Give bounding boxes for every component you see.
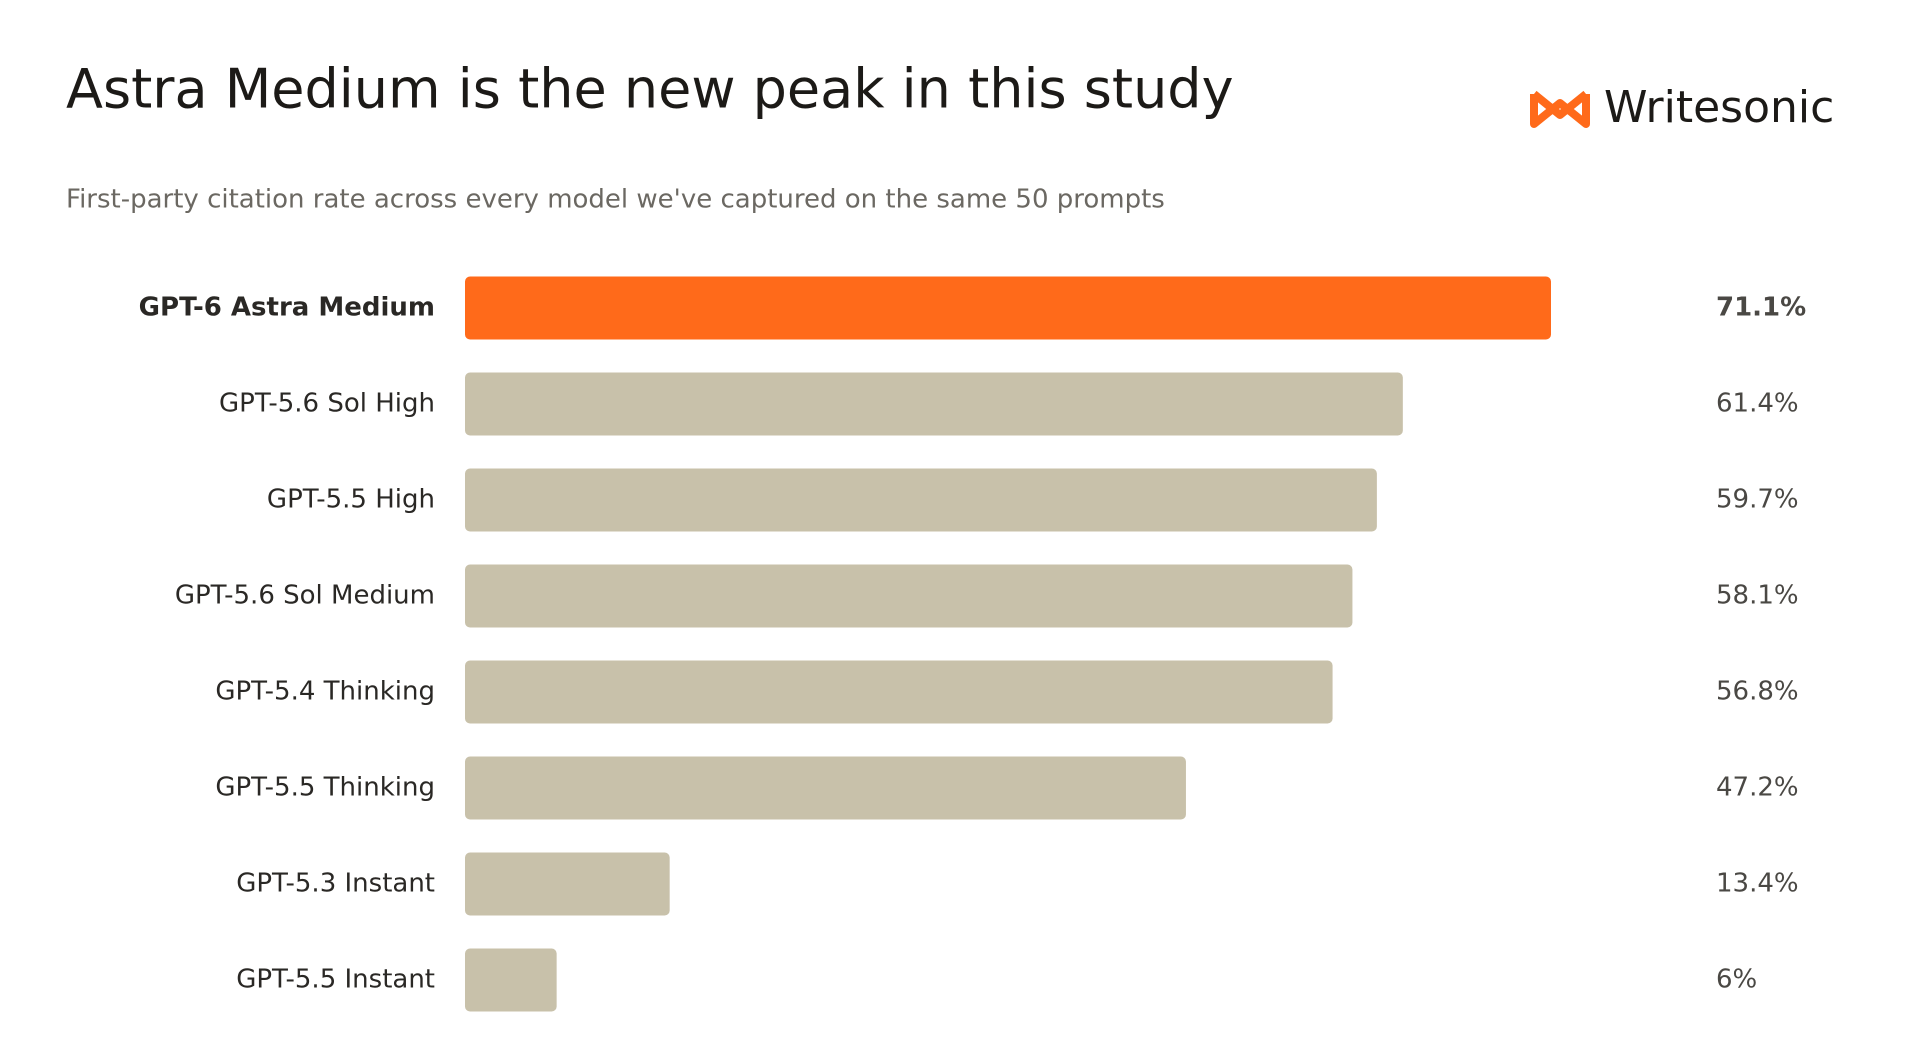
bar (465, 372, 1403, 436)
category-label: GPT-5.3 Instant (236, 869, 435, 899)
brand-logo (1530, 94, 1590, 128)
value-label: 47.2% (1716, 773, 1799, 803)
chart-title: Astra Medium is the new peak in this stu… (66, 58, 1234, 121)
brand-logo-mark (1531, 90, 1589, 119)
bar (465, 276, 1551, 340)
category-label: GPT-5.6 Sol High (219, 389, 435, 419)
value-label: 58.1% (1716, 581, 1799, 611)
chart-subtitle: First-party citation rate across every m… (66, 185, 1165, 215)
brand-name: Writesonic (1604, 82, 1834, 133)
value-label: 6% (1716, 965, 1757, 995)
value-label: 59.7% (1716, 485, 1799, 515)
value-label: 56.8% (1716, 677, 1799, 707)
bar (465, 852, 670, 916)
category-label: GPT-5.5 High (267, 485, 435, 515)
bar (465, 756, 1186, 820)
bar (465, 468, 1377, 532)
value-label: 71.1% (1716, 293, 1806, 323)
category-label: GPT-5.5 Thinking (215, 773, 435, 803)
value-label: 61.4% (1716, 389, 1799, 419)
category-label: GPT-5.6 Sol Medium (175, 581, 435, 611)
bar (465, 660, 1333, 724)
bar (465, 564, 1353, 628)
bar (465, 948, 557, 1012)
value-label: 13.4% (1716, 869, 1799, 899)
category-label: GPT-6 Astra Medium (139, 293, 435, 323)
category-label: GPT-5.5 Instant (236, 965, 435, 995)
category-label: GPT-5.4 Thinking (215, 677, 435, 707)
